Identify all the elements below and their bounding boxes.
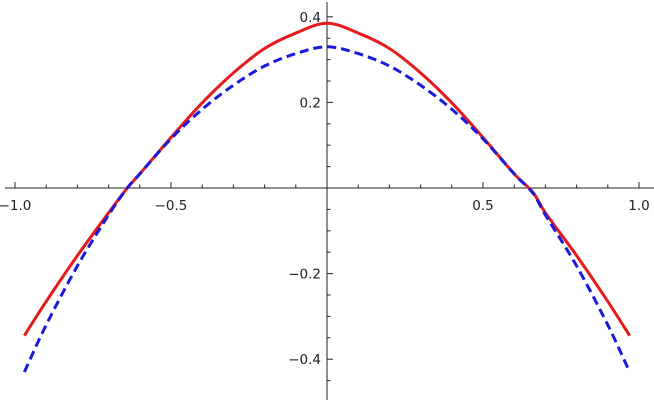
tick-labels: −1.0 −0.5 0.5 1.0 −0.4 −0.2 0.2 0.4 <box>0 10 650 368</box>
series-layer <box>22 21 632 373</box>
axes <box>5 2 654 400</box>
x-tick-label: −0.5 <box>155 198 188 214</box>
x-tick-label: 1.0 <box>628 198 649 214</box>
x-tick-label: −1.0 <box>0 198 31 214</box>
x-tick-label: 0.5 <box>472 198 493 214</box>
y-tick-label: −0.4 <box>288 352 321 368</box>
y-tick-label: 0.4 <box>300 10 321 26</box>
y-tick-label: −0.2 <box>288 267 321 283</box>
dashed-series-line <box>22 45 632 373</box>
y-tick-label: 0.2 <box>300 95 321 111</box>
